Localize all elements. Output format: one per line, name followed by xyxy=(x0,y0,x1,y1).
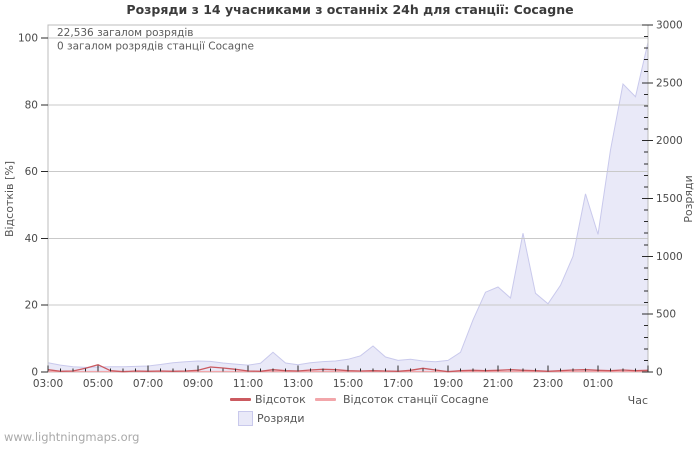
chart-title: Розряди з 14 учасниками з останніх 24h д… xyxy=(126,2,574,17)
legend-label-station-percent: Відсоток станції Cocagne xyxy=(343,392,489,406)
tick-labels: 03:00 05:00 07:00 09:00 11:00 13:00 15:00 17:00… xyxy=(18,20,683,391)
x-tick-label: 01:00 xyxy=(583,378,613,390)
x-tick-label: 03:00 xyxy=(33,378,63,390)
x-tick-label: 23:00 xyxy=(533,378,563,390)
x-tick-label: 13:00 xyxy=(283,378,313,390)
x-tick-label: 15:00 xyxy=(333,378,363,390)
y-right-tick-label: 2500 xyxy=(656,77,683,89)
discharges-area-swatch xyxy=(238,410,253,426)
y-left-tick-label: 20 xyxy=(25,300,38,312)
x-tick-label: 07:00 xyxy=(133,378,163,390)
x-tick-label: 05:00 xyxy=(83,378,113,390)
y-right-tick-label: 1000 xyxy=(656,251,683,263)
percent-line-swatch xyxy=(230,397,251,401)
x-tick-label: 09:00 xyxy=(183,378,213,390)
y-left-tick-label: 100 xyxy=(18,33,38,45)
y-right-tick-label: 500 xyxy=(656,309,676,321)
legend-item-station-percent: Відсоток станції Cocagne xyxy=(315,392,489,406)
y-left-tick-label: 80 xyxy=(25,99,38,111)
axis-ticks xyxy=(41,24,653,373)
legend-item-percent: Відсоток xyxy=(230,392,306,406)
y-right-tick-label: 0 xyxy=(656,367,663,379)
legend-label-percent: Відсоток xyxy=(255,392,306,406)
x-axis-title: Час xyxy=(628,394,648,407)
x-tick-label: 19:00 xyxy=(433,378,463,390)
y-right-tick-label: 3000 xyxy=(656,20,683,32)
total-discharges-annotation: 22,536 загалом розрядів xyxy=(57,27,193,39)
x-tick-label: 21:00 xyxy=(483,378,513,390)
station-discharges-annotation: 0 загалом розрядів станції Cocagne xyxy=(57,41,254,53)
y-left-tick-label: 60 xyxy=(25,166,38,178)
y-right-tick-label: 1500 xyxy=(656,193,683,205)
y-left-tick-label: 0 xyxy=(31,367,38,379)
legend-label-discharges: Розряди xyxy=(257,411,305,425)
y-right-axis-title: Розряди xyxy=(682,175,695,223)
y-left-tick-label: 40 xyxy=(25,233,38,245)
legend-item-discharges: Розряди xyxy=(238,410,305,426)
station-line-swatch xyxy=(315,397,336,401)
y-right-tick-label: 2000 xyxy=(656,135,683,147)
discharges-area xyxy=(47,42,649,373)
grid-lines xyxy=(48,37,648,306)
watermark: www.lightningmaps.org xyxy=(4,430,140,444)
x-tick-label: 17:00 xyxy=(383,378,413,390)
x-tick-label: 11:00 xyxy=(233,378,263,390)
y-left-axis-title: Відсотків [%] xyxy=(3,161,16,237)
